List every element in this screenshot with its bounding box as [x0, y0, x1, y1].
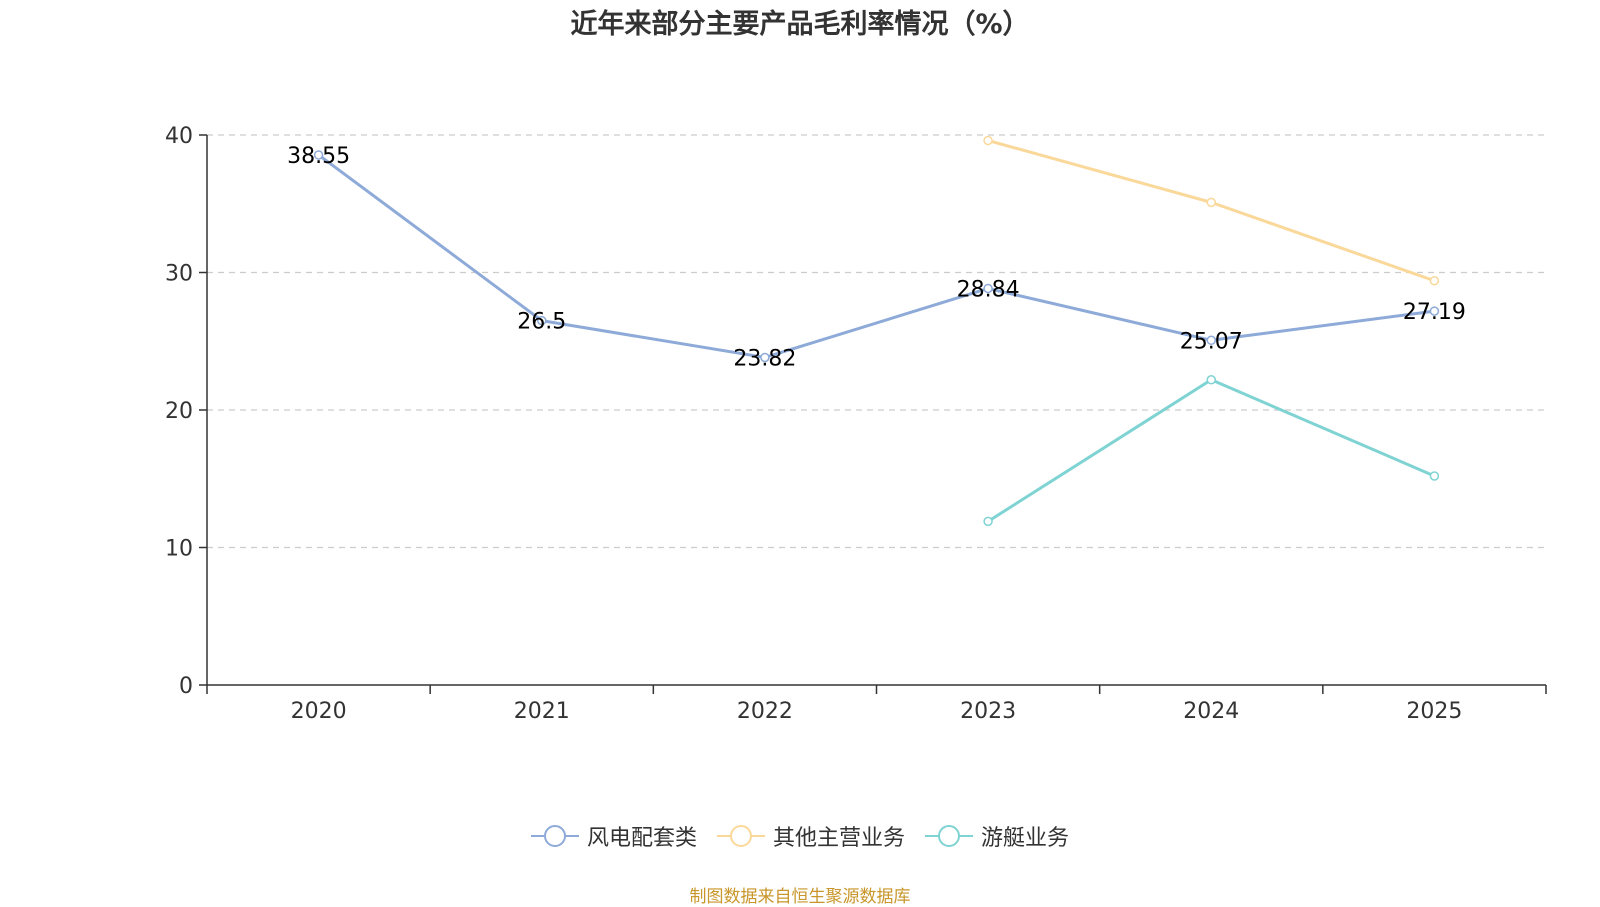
y-tick-label-0: 0 [179, 674, 193, 699]
legend-marker-series-3 [925, 825, 973, 847]
data-label-series-1-2021: 26.5 [517, 310, 566, 335]
series-lines [313, 135, 1440, 527]
legend-marker-series-1 [530, 825, 579, 847]
x-tick-label-2020: 2020 [291, 699, 347, 724]
data-label-series-1-2024: 25.07 [1180, 329, 1243, 354]
y-tick-label-10: 10 [165, 537, 193, 562]
x-tick-label-2025: 2025 [1406, 699, 1462, 724]
source-note: 制图数据来自恒生聚源数据库 [689, 887, 911, 907]
point-series-1-2024[interactable] [1206, 335, 1216, 346]
point-series-2-2024[interactable] [1206, 197, 1216, 208]
point-series-2-2025[interactable] [1429, 276, 1440, 286]
series-line-1[interactable] [317, 153, 1435, 359]
y-tick-label-40: 40 [165, 124, 193, 149]
x-tick-label-2021: 2021 [514, 699, 570, 724]
chart-title: 近年来部分主要产品毛利率情况（%） [570, 9, 1030, 40]
data-label-series-1-2023: 28.84 [957, 277, 1020, 302]
legend-label-series-1: 风电配套类 [586, 826, 697, 851]
legend-label-series-3: 游艇业务 [981, 826, 1070, 851]
point-series-1-2021[interactable] [537, 315, 547, 326]
x-tick-label-2022: 2022 [737, 699, 793, 724]
y-tick-label-20: 20 [165, 399, 193, 424]
axes: 0 10 20 30 40 2020 2021 2022 2023 2024 2025 [165, 124, 1547, 724]
legend-label-series-2: 其他主营业务 [772, 826, 905, 851]
point-series-1-2023[interactable] [983, 283, 993, 294]
point-series-1-2022[interactable] [760, 352, 770, 363]
series-line-3[interactable] [987, 378, 1436, 523]
point-series-1-2025[interactable] [1429, 306, 1440, 316]
grid-lines [207, 134, 1546, 549]
data-label-series-1-2022: 23.82 [733, 346, 796, 371]
point-series-3-2023[interactable] [983, 516, 993, 527]
series-line-2[interactable] [987, 139, 1435, 283]
legend-item-series-3[interactable]: 游艇业务 [925, 820, 1069, 852]
y-tick-label-30: 30 [165, 262, 193, 287]
data-label-series-1-2025: 27.19 [1403, 300, 1466, 325]
point-series-1-2020[interactable] [313, 150, 324, 160]
legend-marker-series-2 [716, 825, 765, 847]
x-tick-label-2024: 2024 [1183, 699, 1239, 724]
point-series-2-2023[interactable] [983, 135, 993, 146]
point-series-3-2024[interactable] [1206, 375, 1216, 385]
x-tick-label-2023: 2023 [960, 699, 1016, 724]
legend: 风电配套类 其他主营业务 游艇业务 [0, 820, 1600, 852]
data-labels: 38.55 26.5 23.82 28.84 25.07 27.19 [287, 144, 1466, 372]
legend-item-series-2[interactable]: 其他主营业务 [716, 820, 905, 852]
legend-item-series-1[interactable]: 风电配套类 [530, 820, 697, 852]
point-series-3-2025[interactable] [1429, 471, 1440, 481]
data-label-series-1-2020: 38.55 [287, 144, 350, 169]
